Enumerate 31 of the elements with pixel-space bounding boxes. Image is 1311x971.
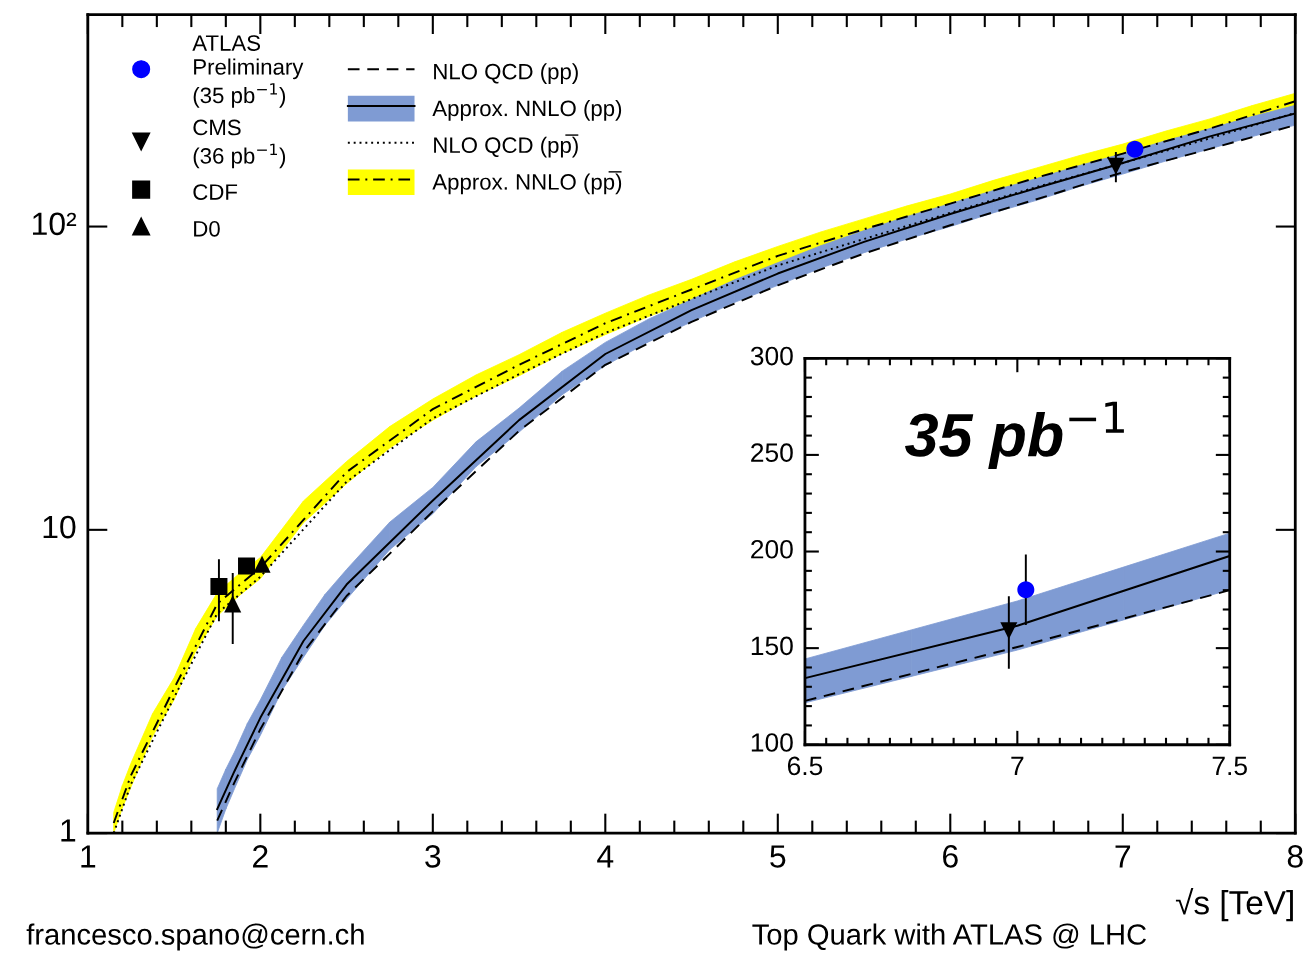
legend-label: CMS (36 pb$^{−1}$) [193, 119, 286, 169]
x-tick-label: 4 [597, 845, 614, 868]
x-tick-label: 5 [770, 845, 786, 868]
x-tick-label: 3 [425, 845, 441, 868]
text: francesco.spano@cern.ch [26, 923, 364, 951]
y-tick-label: 10² [33, 212, 77, 236]
x-tick-label: 7 [1115, 845, 1131, 868]
x-tick-label: 7.5 [1212, 756, 1247, 776]
y-tick-label: 200 [751, 539, 793, 559]
legend-label: Approx. NNLO (pp̅) [432, 171, 622, 195]
legend-label: D0 [194, 220, 220, 237]
y-tick-label: 250 [751, 443, 793, 462]
x-tick-label: 8 [1287, 845, 1303, 868]
y-tick-label: 300 [750, 346, 793, 366]
x-tick-label: 2 [253, 845, 268, 868]
legend-label: Approx. NNLO (pp) [432, 99, 622, 121]
y-tick-label: 100 [751, 733, 793, 752]
text: Top Quark with ATLAS @ LHC [752, 923, 1147, 951]
x-tick-label: 7 [1011, 756, 1024, 775]
y-tick-label: 1 [61, 819, 76, 842]
y-tick-label: 150 [751, 636, 793, 656]
x-tick-label: 6.5 [787, 756, 823, 776]
legend-label: ATLAS Preliminary (35 pb$^{−1}$) [192, 35, 304, 108]
legend-label: CDF [193, 184, 238, 200]
legend-label: NLO QCD (pp) [434, 63, 578, 84]
x-axis-title: √s [TeV] [1175, 887, 1293, 922]
annotation: 35 pb$^{−1}$ [905, 401, 1124, 469]
y-tick-label: 10 [43, 515, 76, 539]
legend-label: NLO QCD (pp̅) [434, 134, 579, 158]
x-tick-label: 6 [943, 845, 958, 868]
x-tick-label: 1 [81, 845, 96, 868]
